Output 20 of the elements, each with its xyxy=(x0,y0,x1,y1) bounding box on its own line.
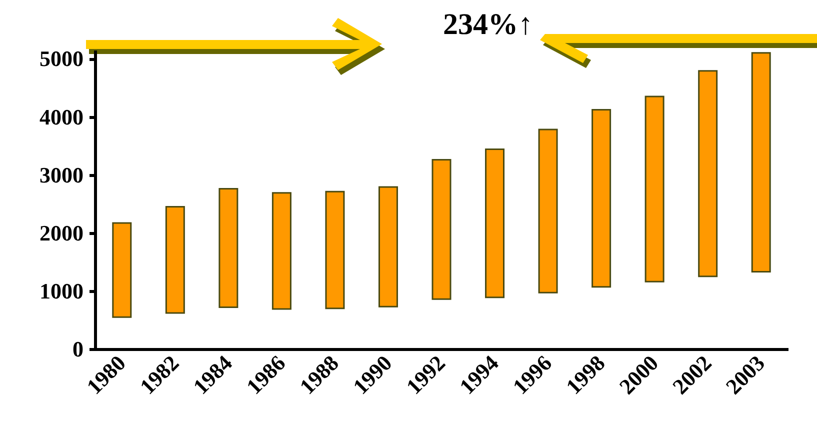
bar xyxy=(751,52,771,273)
y-tick-label: 2000 xyxy=(40,220,84,246)
y-tick-label: 1000 xyxy=(40,278,84,304)
bar xyxy=(592,109,612,288)
bar xyxy=(698,70,718,278)
bar xyxy=(112,222,132,318)
bar xyxy=(538,128,558,294)
y-tick-label: 4000 xyxy=(40,104,84,130)
bar xyxy=(218,188,238,308)
y-tick-label: 5000 xyxy=(40,46,84,72)
bar xyxy=(165,206,185,314)
bar xyxy=(644,96,664,282)
bar xyxy=(432,158,452,300)
bar xyxy=(485,148,505,298)
text: 234%↑ xyxy=(443,8,533,42)
bar xyxy=(272,192,292,310)
bar xyxy=(378,186,398,308)
y-tick-label: 0 xyxy=(72,336,84,362)
y-tick-label: 3000 xyxy=(40,162,84,188)
bar xyxy=(325,190,345,310)
